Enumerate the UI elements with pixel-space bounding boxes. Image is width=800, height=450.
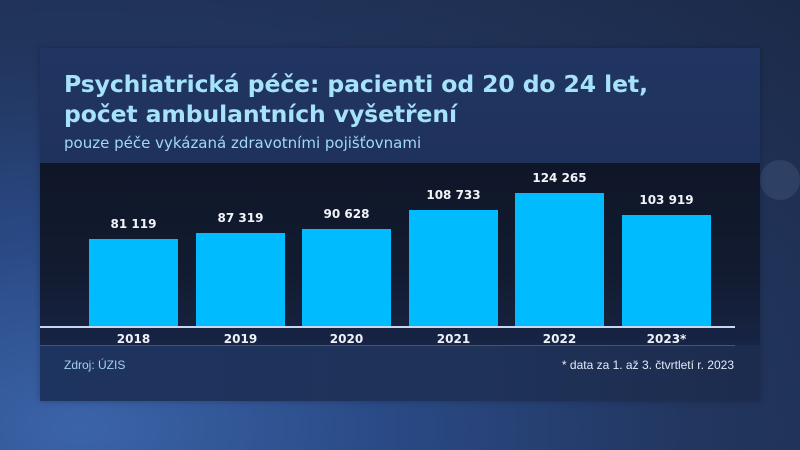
title-line-1: Psychiatrická péče: pacienti od 20 do 24…	[64, 70, 648, 98]
x-tick-label: 2023*	[646, 332, 687, 346]
value-label: 81 119	[110, 217, 157, 231]
bar-2021	[409, 210, 498, 326]
bar-2020	[302, 229, 391, 326]
bar-2022	[515, 193, 604, 326]
chart-subtitle: pouze péče vykázaná zdravotními pojišťov…	[64, 134, 422, 152]
x-tick-label: 2022	[542, 332, 577, 346]
background-glow	[760, 160, 800, 200]
value-label: 108 733	[426, 188, 481, 202]
value-label: 103 919	[639, 193, 694, 207]
x-tick-label: 2019	[223, 332, 258, 346]
x-axis-line	[40, 326, 735, 328]
bar-2018	[89, 239, 178, 326]
chart-panel: Psychiatrická péče: pacienti od 20 do 24…	[40, 48, 760, 401]
footer-divider	[40, 345, 735, 346]
footnote: * data za 1. až 3. čtvrtletí r. 2023	[561, 358, 734, 372]
bar-2023	[622, 215, 711, 326]
value-label: 90 628	[323, 207, 370, 221]
value-label: 87 319	[217, 211, 264, 225]
x-tick-label: 2020	[329, 332, 364, 346]
x-tick-label: 2021	[436, 332, 471, 346]
value-label: 124 265	[532, 171, 587, 185]
source-label: Zdroj: ÚZIS	[64, 358, 126, 372]
x-tick-label: 2018	[116, 332, 151, 346]
chart-header: Psychiatrická péče: pacienti od 20 do 24…	[40, 48, 760, 163]
bar-2019	[196, 233, 285, 326]
chart-footer: Zdroj: ÚZIS * data za 1. až 3. čtvrtletí…	[40, 345, 760, 401]
title-line-2: počet ambulantních vyšetření	[64, 100, 457, 128]
plot-area: 81 119 2018 87 319 2019 90 628 2020 108 733 202…	[40, 163, 760, 346]
chart-title: Psychiatrická péče: pacienti od 20 do 24…	[64, 69, 648, 129]
